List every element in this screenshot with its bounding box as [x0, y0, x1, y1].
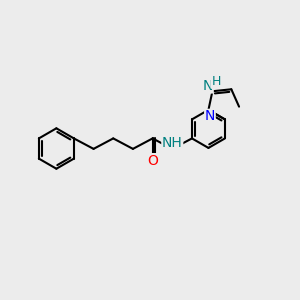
Text: H: H [211, 75, 221, 88]
Text: N: N [205, 110, 215, 123]
Text: N: N [203, 79, 213, 93]
Text: NH: NH [162, 136, 183, 150]
Text: O: O [147, 154, 158, 168]
